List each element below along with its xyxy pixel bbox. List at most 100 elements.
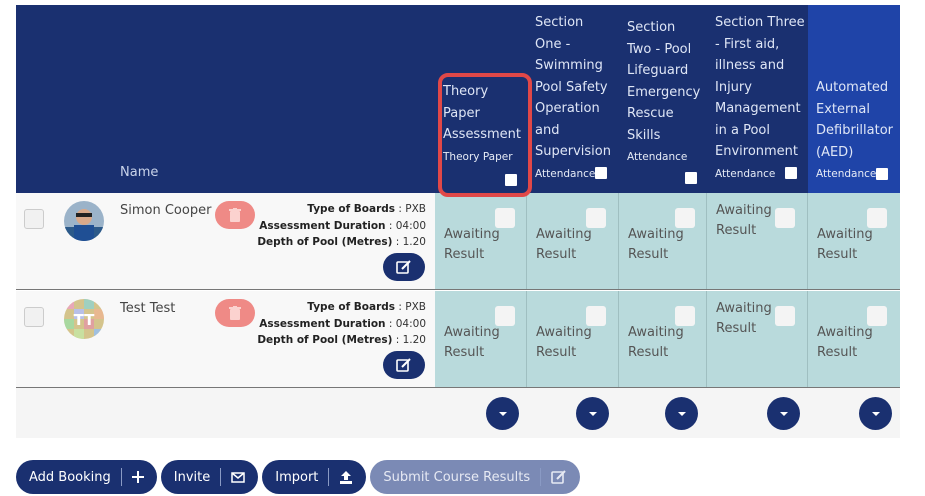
select-all-checkbox[interactable] xyxy=(685,172,697,184)
result-checkbox[interactable] xyxy=(675,208,695,228)
trash-icon xyxy=(229,208,241,222)
avatar: TT xyxy=(64,299,104,339)
column-dropdown-button[interactable] xyxy=(859,397,892,430)
result-status: Awaiting Result xyxy=(716,203,772,238)
result-checkbox[interactable] xyxy=(867,208,887,228)
detail-value: 04:00 xyxy=(395,219,426,232)
header-line: Injury xyxy=(715,79,752,95)
edit-icon xyxy=(551,470,566,484)
delete-button[interactable] xyxy=(215,201,255,229)
header-line: Defibrillator xyxy=(816,123,893,138)
header-line: External xyxy=(816,101,870,117)
column-dropdown-button[interactable] xyxy=(767,397,800,430)
result-checkbox[interactable] xyxy=(495,208,515,228)
header-line: Assessment xyxy=(443,127,521,142)
result-checkbox[interactable] xyxy=(775,306,795,326)
bulk-actions-row xyxy=(16,388,900,438)
row-checkbox[interactable] xyxy=(24,209,44,229)
detail-label: Type of Boards xyxy=(307,203,396,215)
submit-course-results-button[interactable]: Submit Course Results xyxy=(370,460,581,494)
result-status: Awaiting Result xyxy=(444,325,500,360)
header-line: (AED) xyxy=(816,144,854,160)
header-line: Theory xyxy=(443,84,489,99)
header-line: Swimming xyxy=(535,58,603,73)
select-all-checkbox[interactable] xyxy=(785,167,798,179)
participant-name[interactable]: Simon Cooper xyxy=(120,203,212,218)
result-status: Awaiting Result xyxy=(716,301,772,336)
result-cell[interactable]: Awaiting Result xyxy=(619,291,707,387)
result-status: Awaiting Result xyxy=(628,325,684,360)
delete-button[interactable] xyxy=(215,299,255,327)
svg-text:TT: TT xyxy=(74,311,96,329)
column-header-section-three: Section Three - First aid, illness and I… xyxy=(707,5,807,193)
column-header-section-two: Section Two - Pool Lifeguard Emergency R… xyxy=(619,5,707,193)
edit-button[interactable] xyxy=(383,351,425,379)
edit-icon xyxy=(396,260,411,274)
result-cell[interactable]: Awaiting Result xyxy=(707,193,808,289)
detail-sep: : xyxy=(385,317,396,330)
participant-name[interactable]: Test Test xyxy=(120,301,176,316)
button-label: Import xyxy=(275,469,319,485)
column-subtitle: Attendance xyxy=(715,167,776,180)
result-checkbox[interactable] xyxy=(675,306,695,326)
select-all-checkbox[interactable] xyxy=(505,173,517,186)
column-subtitle: Attendance xyxy=(816,168,877,180)
result-cell[interactable]: Awaiting Result xyxy=(527,291,619,387)
result-checkbox[interactable] xyxy=(495,306,515,326)
result-cell[interactable]: Awaiting Result xyxy=(619,193,707,289)
select-all-checkbox[interactable] xyxy=(595,167,608,179)
detail-value: PXB xyxy=(405,301,426,313)
result-cell[interactable]: Awaiting Result xyxy=(707,291,808,387)
detail-value: 04:00 xyxy=(395,317,426,330)
detail-label: Assessment Duration xyxy=(259,219,386,232)
envelope-icon xyxy=(231,471,245,483)
column-dropdown-button[interactable] xyxy=(665,397,698,430)
detail-label: Assessment Duration xyxy=(259,317,386,330)
add-booking-button[interactable]: Add Booking xyxy=(16,460,157,494)
result-cell[interactable]: Awaiting Result xyxy=(808,193,900,289)
header-line: illness and xyxy=(715,58,785,73)
header-line: Emergency xyxy=(627,84,701,100)
detail-sep: : xyxy=(392,236,403,248)
column-dropdown-button[interactable] xyxy=(576,397,609,430)
detail-label: Type of Boards xyxy=(307,301,396,313)
column-header-section-one: Section One - Swimming Pool Safety Opera… xyxy=(527,5,619,193)
header-line: Environment xyxy=(715,144,799,159)
result-cell[interactable]: Awaiting Result xyxy=(435,193,527,289)
column-header-aed: Automated External Defibrillator (AED) A… xyxy=(808,5,900,193)
header-line: Management xyxy=(715,101,801,116)
row-checkbox[interactable] xyxy=(24,307,44,327)
detail-label: Depth of Pool (Metres) xyxy=(257,236,393,248)
invite-button[interactable]: Invite xyxy=(160,460,259,494)
header-line: Section Three xyxy=(715,15,805,30)
header-line: Supervision xyxy=(535,144,611,159)
result-checkbox[interactable] xyxy=(775,208,795,228)
detail-sep: : xyxy=(385,219,396,232)
booking-details: Type of Boards : PXB Assessment Duration… xyxy=(257,201,426,251)
result-checkbox[interactable] xyxy=(586,208,606,228)
column-header-theory: Theory Paper Assessment Theory Paper xyxy=(435,5,527,193)
column-subtitle: Attendance xyxy=(627,151,688,163)
header-line: Operation xyxy=(535,101,600,116)
detail-value: PXB xyxy=(405,203,426,215)
detail-value: 1.20 xyxy=(402,334,426,346)
highlight-annotation xyxy=(438,73,532,197)
header-line: Paper xyxy=(443,105,480,121)
edit-button[interactable] xyxy=(383,253,425,281)
edit-icon xyxy=(396,358,411,372)
result-status: Awaiting Result xyxy=(628,227,684,262)
table-header: Name Theory Paper Assessment Theory Pape… xyxy=(16,5,900,193)
select-all-checkbox[interactable] xyxy=(876,167,889,180)
column-dropdown-button[interactable] xyxy=(486,397,519,430)
result-checkbox[interactable] xyxy=(586,306,606,326)
result-cell[interactable]: Awaiting Result xyxy=(808,291,900,387)
result-cell[interactable]: Awaiting Result xyxy=(527,193,619,289)
button-label: Invite xyxy=(173,469,211,485)
header-line: Skills xyxy=(627,127,661,143)
header-line: One - xyxy=(535,36,571,52)
import-button[interactable]: Import xyxy=(262,460,367,494)
result-cell[interactable]: Awaiting Result xyxy=(435,291,527,387)
result-status: Awaiting Result xyxy=(536,227,592,262)
result-status: Awaiting Result xyxy=(817,325,873,360)
result-checkbox[interactable] xyxy=(867,306,887,326)
